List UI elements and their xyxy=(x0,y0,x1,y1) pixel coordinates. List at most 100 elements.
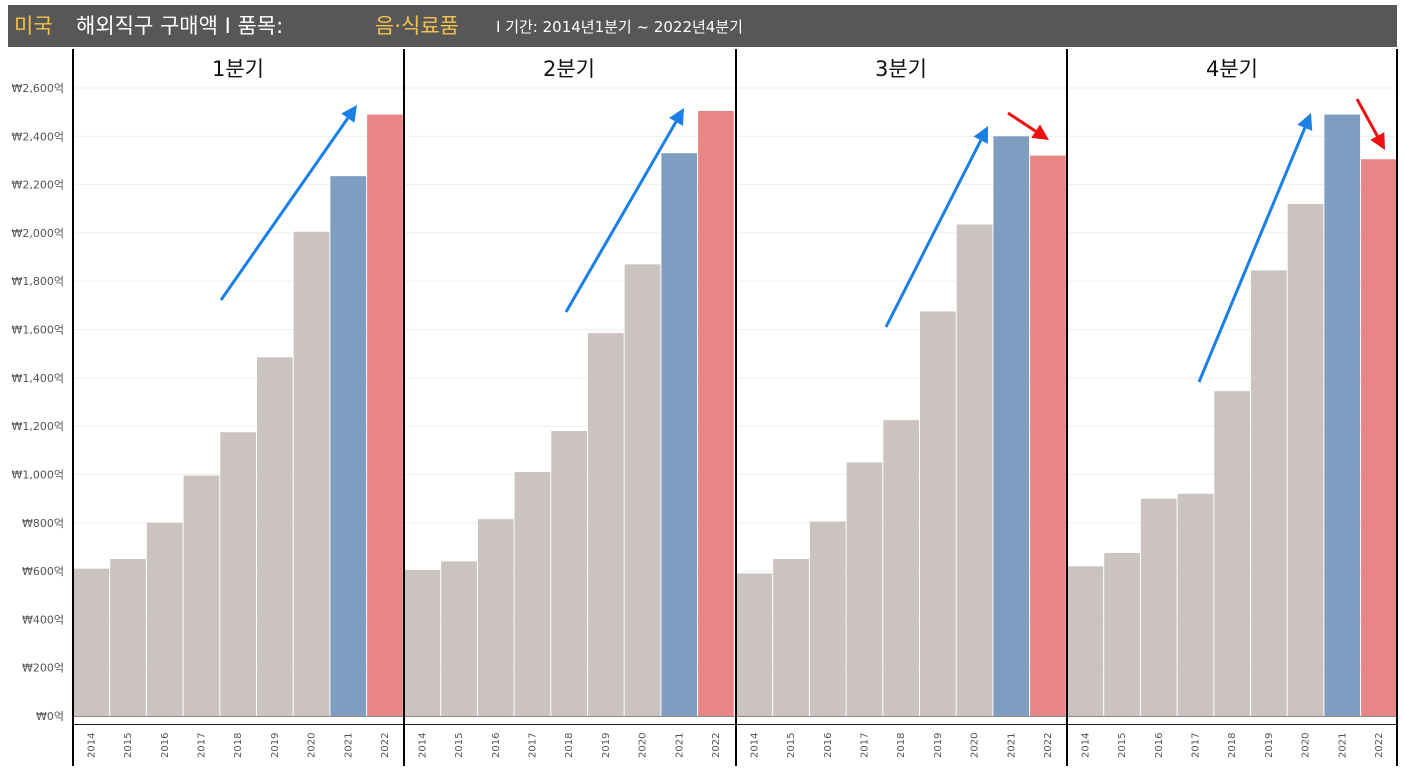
bar-2017 xyxy=(183,475,220,716)
x-tick-label: 2014 xyxy=(749,733,760,758)
x-tick-label: 2015 xyxy=(786,733,797,758)
down-trend-arrow xyxy=(1007,111,1049,140)
x-tick-label: 2016 xyxy=(1154,733,1165,758)
arrow-shaft xyxy=(1355,98,1379,137)
bar-2022 xyxy=(1361,159,1397,716)
bar-2017 xyxy=(514,472,551,716)
x-tick-label: 2016 xyxy=(491,733,502,758)
down-trend-arrow xyxy=(1355,98,1385,150)
up-trend-arrow xyxy=(564,108,684,313)
bar-2019 xyxy=(920,311,956,716)
bar-2016 xyxy=(1140,498,1177,716)
up-trend-arrow xyxy=(1197,113,1313,383)
panel-title: 4분기 xyxy=(1206,57,1258,81)
up-trend-arrow xyxy=(219,105,357,301)
x-tick-label: 2018 xyxy=(564,733,575,758)
y-tick-label: ₩1,200억 xyxy=(12,420,65,433)
bar-2016 xyxy=(146,522,183,716)
bar-2017 xyxy=(1177,493,1214,716)
x-tick-label: 2022 xyxy=(380,733,391,758)
x-tick-label: 2020 xyxy=(1301,733,1312,758)
arrow-head xyxy=(1370,132,1385,150)
bar-2014 xyxy=(736,573,773,716)
x-tick-label: 2021 xyxy=(674,733,685,758)
panel-title: 1분기 xyxy=(212,57,264,81)
y-tick-label: ₩1,400억 xyxy=(12,372,65,385)
y-tick-label: ₩1,600억 xyxy=(12,324,65,337)
arrow-shaft xyxy=(219,117,350,301)
panel-title: 2분기 xyxy=(543,57,595,81)
x-tick-label: 2022 xyxy=(1043,733,1054,758)
x-tick-label: 2014 xyxy=(417,733,428,758)
y-tick-label: ₩800억 xyxy=(22,517,64,530)
x-tick-label: 2015 xyxy=(1117,733,1128,758)
x-tick-label: 2019 xyxy=(1264,733,1275,758)
x-tick-label: 2018 xyxy=(233,733,244,758)
x-tick-label: 2020 xyxy=(638,733,649,758)
x-tick-label: 2014 xyxy=(1080,733,1091,758)
bar-2022 xyxy=(698,110,734,716)
bar-2018 xyxy=(1214,391,1250,716)
bar-2019 xyxy=(257,357,293,716)
x-tick-label: 2016 xyxy=(823,733,834,758)
title-country: 미국 xyxy=(14,14,53,38)
bar-2021 xyxy=(993,136,1030,717)
bar-2014 xyxy=(73,568,110,716)
x-tick-label: 2021 xyxy=(1337,733,1348,758)
bar-2020 xyxy=(624,264,661,716)
bar-2016 xyxy=(809,521,846,716)
y-tick-label: ₩1,800억 xyxy=(12,275,65,288)
x-tick-label: 2022 xyxy=(711,733,722,758)
arrow-shaft xyxy=(564,121,678,313)
title-main: 해외직구 구매액 I 품목: xyxy=(76,14,284,38)
bar-2015 xyxy=(1104,552,1140,716)
bar-2021 xyxy=(1324,114,1361,717)
y-tick-label: ₩2,400억 xyxy=(12,130,65,143)
x-tick-label: 2018 xyxy=(1227,733,1238,758)
arrow-head xyxy=(341,105,357,123)
title-bar: 미국 해외직구 구매액 I 품목: 음·식료품 I 기간: 2014년1분기 ~… xyxy=(8,5,1397,47)
x-tick-label: 2016 xyxy=(160,733,171,758)
x-tick-label: 2019 xyxy=(270,733,281,758)
y-tick-label: ₩600억 xyxy=(22,565,64,578)
x-tick-label: 2021 xyxy=(343,733,354,758)
bar-2015 xyxy=(773,559,809,716)
x-tick-label: 2019 xyxy=(601,733,612,758)
bar-2018 xyxy=(883,420,919,716)
y-tick-label: ₩400억 xyxy=(22,613,64,626)
bar-2022 xyxy=(367,114,403,717)
up-trend-arrow xyxy=(884,126,988,328)
x-tick-label: 2017 xyxy=(527,733,538,758)
x-tick-label: 2017 xyxy=(859,733,870,758)
x-tick-label: 2022 xyxy=(1374,733,1385,758)
x-tick-label: 2017 xyxy=(196,733,207,758)
bar-2021 xyxy=(330,176,367,716)
y-tick-label: ₩2,000억 xyxy=(12,227,65,240)
bar-2022 xyxy=(1030,155,1066,717)
arrow-shaft xyxy=(1007,111,1037,133)
x-tick-label: 2019 xyxy=(933,733,944,758)
panel-title: 3분기 xyxy=(875,57,927,81)
y-tick-label: ₩1,000억 xyxy=(12,468,65,481)
title-category: 음·식료품 xyxy=(375,14,459,38)
bar-2017 xyxy=(846,462,883,716)
bar-2018 xyxy=(220,432,256,716)
bar-2014 xyxy=(404,569,441,716)
x-tick-label: 2020 xyxy=(970,733,981,758)
y-tick-label: ₩0억 xyxy=(36,710,64,723)
x-tick-label: 2015 xyxy=(454,733,465,758)
x-tick-label: 2014 xyxy=(86,733,97,758)
bar-2020 xyxy=(293,231,330,716)
bar-2019 xyxy=(588,333,624,716)
arrow-head xyxy=(973,126,988,144)
bar-2018 xyxy=(551,430,587,716)
x-tick-label: 2021 xyxy=(1006,733,1017,758)
y-tick-label: ₩200억 xyxy=(22,662,64,675)
arrow-shaft xyxy=(884,139,983,328)
bar-2021 xyxy=(661,153,698,716)
bar-2020 xyxy=(956,224,993,716)
title-period: I 기간: 2014년1분기 ~ 2022년4분기 xyxy=(496,18,743,36)
x-tick-label: 2018 xyxy=(896,733,907,758)
arrow-shaft xyxy=(1197,127,1307,383)
